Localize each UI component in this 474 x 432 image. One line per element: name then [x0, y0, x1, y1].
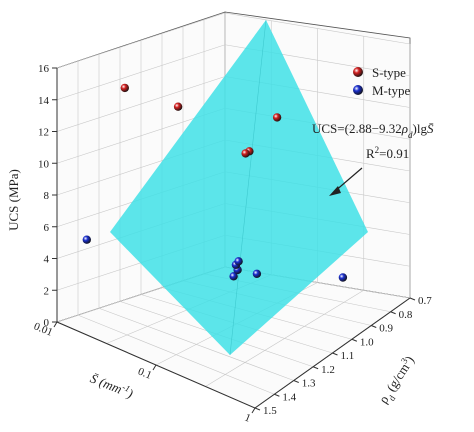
y-axis-label-sub: d — [386, 393, 397, 403]
z-axis-label: UCS (MPa) — [6, 169, 21, 231]
y-tick-label: 0.9 — [379, 323, 393, 335]
y-axis-ticks: 0.7 0.8 0.9 1.0 1.1 1.2 1.3 1.4 1.5 — [254, 295, 432, 417]
y-tick-label: 0.8 — [399, 309, 413, 321]
x-tick-mark — [251, 407, 256, 414]
data-point-m-type — [234, 257, 243, 266]
fitted-surface — [110, 19, 368, 356]
r-squared: R2=0.91 — [366, 145, 409, 161]
data-point-s-type — [241, 149, 250, 158]
y-axis-label: ρd (g/cm3) — [375, 353, 421, 409]
y-axis-label-sup: 3 — [399, 356, 410, 366]
z-tick-label: 4 — [44, 254, 50, 266]
r-squared-sup: 2 — [375, 145, 380, 155]
y-tick-label: 1.1 — [341, 350, 355, 362]
y-tick-label: 1.4 — [282, 391, 296, 403]
z-tick-label: 0 — [44, 317, 50, 329]
x-axis-label: S̄ (mm-1) — [88, 370, 135, 402]
y-tick-mark — [293, 380, 299, 383]
x-tick-label: 0.01 — [32, 320, 54, 338]
legend-marker-s-type — [353, 67, 363, 77]
annotation-arrow — [329, 167, 363, 196]
y-tick-mark — [274, 393, 280, 397]
fit-equation: UCS=(2.88−9.32ρd)lgS̄ — [312, 121, 434, 140]
y-tick-label: 1.5 — [263, 405, 277, 417]
z-tick-label: 2 — [44, 285, 50, 297]
data-point-m-type — [252, 269, 262, 278]
y-tick-label: 0.7 — [418, 295, 432, 307]
x-axis-label-sup: -1 — [121, 382, 132, 394]
grid-line-floor-x — [205, 289, 364, 387]
fit-equation-pre: UCS=(2.88−9.32 — [312, 121, 402, 136]
legend-marker-m-type — [353, 85, 363, 95]
z-tick-label: 14 — [38, 95, 50, 107]
z-tick-label: 8 — [44, 190, 50, 202]
y-tick-label: 1.0 — [360, 336, 374, 348]
y-tick-mark — [312, 366, 319, 370]
data-point-m-type — [82, 235, 92, 244]
data-point-s-type — [173, 102, 183, 111]
z-tick-label: 12 — [38, 127, 49, 139]
data-point-s-type — [120, 83, 129, 93]
y-tick-mark — [332, 352, 338, 356]
fit-equation-sub: d — [408, 130, 413, 140]
y-axis-label-rest: (g/cm — [381, 360, 412, 396]
x-tick-mark — [53, 321, 58, 328]
fit-equation-var: S̄ — [427, 121, 434, 136]
y-tick-mark — [371, 325, 377, 328]
r-squared-post: =0.91 — [379, 146, 409, 161]
y-tick-mark — [390, 311, 396, 315]
fitted-surface-plane — [110, 20, 368, 355]
fit-equation-post: )lg — [413, 121, 428, 136]
y-tick-label: 1.2 — [321, 364, 335, 376]
y-tick-label: 1.3 — [302, 378, 316, 390]
x-tick-mark — [152, 364, 157, 371]
y-tick-mark — [351, 338, 358, 342]
r-squared-pre: R — [366, 146, 375, 161]
x-tick-label: 1 — [243, 412, 253, 425]
y-axis-label-end: ) — [402, 353, 417, 365]
legend-label-m-type: M-type — [372, 83, 411, 98]
fit-annotation: UCS=(2.88−9.32ρd)lgS̄ R2=0.91 — [312, 121, 434, 196]
legend-entry-s-type: S-type — [353, 65, 406, 80]
data-point-m-type — [338, 273, 348, 282]
fit-equation-rho: ρ — [401, 121, 408, 136]
legend: S-type M-type — [353, 65, 411, 98]
y-tick-mark — [254, 407, 261, 411]
z-tick-label: 10 — [38, 158, 50, 170]
y-tick-mark — [409, 297, 416, 301]
z-tick-label: 6 — [44, 222, 50, 234]
data-point-s-type — [272, 113, 282, 122]
data-point-m-type — [229, 272, 238, 281]
x-tick-label: 0.1 — [136, 366, 153, 382]
data-points — [82, 83, 348, 282]
z-axis-ticks: 0 2 4 6 8 10 12 14 16 — [38, 63, 57, 329]
x-axis-label-end: ) — [125, 385, 136, 401]
z-tick-label: 16 — [38, 63, 50, 75]
legend-entry-m-type: M-type — [353, 83, 411, 98]
legend-label-s-type: S-type — [372, 65, 406, 80]
x-axis-label-main: S̄ (mm — [88, 371, 124, 397]
